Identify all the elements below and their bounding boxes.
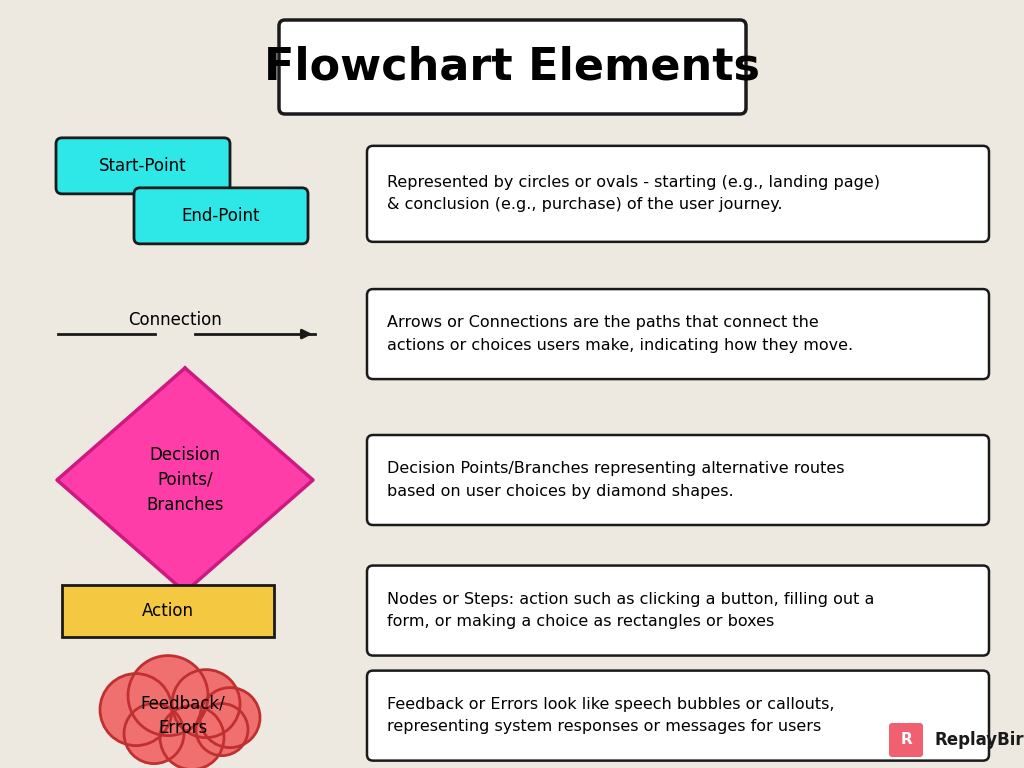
Text: Feedback/
Errors: Feedback/ Errors bbox=[140, 694, 225, 737]
Text: Connection: Connection bbox=[128, 311, 222, 329]
Text: Feedback or Errors look like speech bubbles or callouts,
representing system res: Feedback or Errors look like speech bubb… bbox=[387, 697, 835, 734]
Circle shape bbox=[172, 670, 240, 737]
Text: Nodes or Steps: action such as clicking a button, filling out a
form, or making : Nodes or Steps: action such as clicking … bbox=[387, 592, 874, 629]
FancyBboxPatch shape bbox=[367, 146, 989, 242]
Circle shape bbox=[200, 687, 260, 747]
FancyBboxPatch shape bbox=[56, 137, 230, 194]
Text: Flowchart Elements: Flowchart Elements bbox=[264, 45, 761, 88]
FancyBboxPatch shape bbox=[134, 188, 308, 244]
Circle shape bbox=[124, 703, 184, 763]
Text: Action: Action bbox=[142, 601, 194, 620]
FancyBboxPatch shape bbox=[367, 289, 989, 379]
FancyBboxPatch shape bbox=[279, 20, 746, 114]
FancyBboxPatch shape bbox=[367, 670, 989, 760]
Circle shape bbox=[128, 656, 208, 736]
Text: Decision Points/Branches representing alternative routes
based on user choices b: Decision Points/Branches representing al… bbox=[387, 462, 845, 498]
Text: ReplayBird: ReplayBird bbox=[934, 731, 1024, 749]
FancyBboxPatch shape bbox=[889, 723, 923, 757]
Text: Arrows or Connections are the paths that connect the
actions or choices users ma: Arrows or Connections are the paths that… bbox=[387, 316, 853, 353]
Text: Start-Point: Start-Point bbox=[99, 157, 186, 175]
Circle shape bbox=[196, 703, 248, 756]
FancyBboxPatch shape bbox=[367, 435, 989, 525]
Circle shape bbox=[100, 674, 172, 746]
Text: Decision
Points/
Branches: Decision Points/ Branches bbox=[146, 446, 224, 514]
FancyBboxPatch shape bbox=[62, 584, 274, 637]
FancyBboxPatch shape bbox=[367, 565, 989, 656]
Circle shape bbox=[160, 706, 224, 768]
Text: End-Point: End-Point bbox=[181, 207, 260, 225]
Text: Represented by circles or ovals - starting (e.g., landing page)
& conclusion (e.: Represented by circles or ovals - starti… bbox=[387, 175, 880, 213]
Text: R: R bbox=[900, 733, 912, 747]
Polygon shape bbox=[57, 368, 313, 592]
